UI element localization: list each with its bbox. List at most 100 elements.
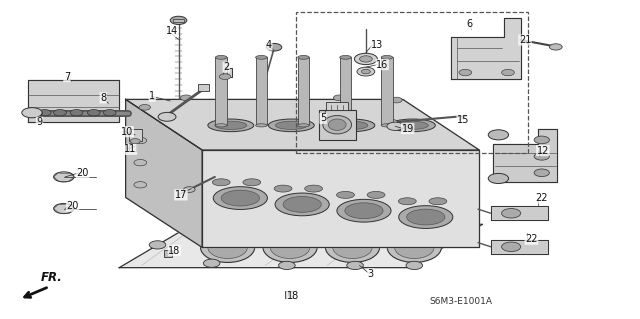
Circle shape — [134, 137, 147, 144]
Ellipse shape — [298, 56, 309, 59]
Ellipse shape — [325, 232, 380, 263]
Ellipse shape — [275, 193, 329, 216]
Ellipse shape — [255, 56, 267, 59]
Ellipse shape — [305, 185, 323, 192]
Circle shape — [452, 234, 468, 242]
Text: FR.: FR. — [41, 271, 63, 285]
Ellipse shape — [329, 119, 375, 132]
Ellipse shape — [275, 121, 307, 130]
Text: 6: 6 — [467, 19, 473, 28]
Text: 22: 22 — [525, 234, 538, 244]
Ellipse shape — [298, 124, 309, 127]
Bar — [285, 291, 292, 298]
Text: 10: 10 — [121, 127, 133, 137]
Bar — [255, 57, 267, 125]
Polygon shape — [491, 206, 548, 220]
Text: S6M3-E1001A: S6M3-E1001A — [429, 297, 493, 306]
Ellipse shape — [243, 179, 260, 186]
Circle shape — [534, 152, 549, 160]
Bar — [216, 57, 227, 125]
Bar — [326, 102, 348, 110]
Bar — [129, 143, 136, 151]
Ellipse shape — [255, 124, 267, 127]
Ellipse shape — [274, 185, 292, 192]
Text: 20: 20 — [77, 168, 89, 178]
Circle shape — [180, 95, 192, 101]
Ellipse shape — [406, 209, 445, 225]
Ellipse shape — [381, 56, 393, 59]
Text: 20: 20 — [67, 201, 79, 211]
Text: 16: 16 — [376, 60, 388, 70]
Circle shape — [38, 109, 51, 116]
Circle shape — [488, 130, 509, 140]
Text: 8: 8 — [100, 93, 106, 103]
Ellipse shape — [268, 119, 314, 132]
Circle shape — [278, 261, 295, 270]
Ellipse shape — [270, 236, 310, 258]
Ellipse shape — [215, 121, 246, 130]
Ellipse shape — [340, 56, 351, 59]
Bar — [319, 110, 356, 140]
Circle shape — [134, 160, 147, 166]
Text: 15: 15 — [457, 115, 469, 125]
Circle shape — [170, 16, 187, 25]
Ellipse shape — [387, 232, 442, 263]
Ellipse shape — [208, 119, 253, 132]
Ellipse shape — [263, 232, 317, 263]
Bar — [298, 57, 309, 125]
Bar — [164, 250, 172, 257]
Bar — [129, 129, 141, 141]
Ellipse shape — [367, 191, 385, 198]
Text: 18: 18 — [287, 291, 299, 301]
Ellipse shape — [337, 191, 355, 198]
Circle shape — [459, 69, 472, 76]
Circle shape — [333, 95, 345, 101]
Circle shape — [387, 122, 403, 130]
Text: 12: 12 — [537, 146, 549, 156]
Circle shape — [385, 119, 397, 126]
Text: 11: 11 — [124, 145, 136, 154]
Ellipse shape — [221, 190, 259, 206]
Circle shape — [158, 112, 176, 121]
Circle shape — [357, 67, 375, 76]
Ellipse shape — [200, 232, 255, 263]
Circle shape — [54, 204, 74, 214]
Text: 2: 2 — [223, 62, 229, 72]
Ellipse shape — [216, 124, 227, 127]
Text: 1: 1 — [149, 91, 156, 101]
Circle shape — [149, 241, 166, 249]
Text: 3: 3 — [368, 269, 374, 279]
Ellipse shape — [398, 198, 416, 205]
Circle shape — [54, 109, 67, 116]
Circle shape — [54, 172, 74, 182]
Ellipse shape — [399, 206, 453, 228]
Ellipse shape — [340, 124, 351, 127]
Text: 4: 4 — [266, 40, 272, 50]
Text: 5: 5 — [320, 113, 326, 123]
Polygon shape — [493, 129, 557, 182]
Polygon shape — [28, 80, 119, 122]
Circle shape — [220, 74, 231, 79]
Ellipse shape — [216, 56, 227, 59]
Circle shape — [130, 139, 140, 144]
Circle shape — [406, 261, 422, 270]
Ellipse shape — [390, 119, 435, 132]
Circle shape — [22, 108, 42, 118]
Text: 19: 19 — [401, 123, 414, 134]
Circle shape — [347, 261, 364, 270]
Ellipse shape — [345, 203, 383, 219]
Ellipse shape — [333, 236, 372, 258]
Circle shape — [502, 209, 521, 218]
Ellipse shape — [212, 179, 230, 186]
Circle shape — [488, 174, 509, 183]
Ellipse shape — [381, 124, 393, 127]
Ellipse shape — [336, 121, 368, 130]
Polygon shape — [491, 240, 548, 254]
Polygon shape — [125, 100, 202, 248]
Bar — [198, 84, 209, 91]
Circle shape — [355, 53, 378, 65]
Text: 13: 13 — [371, 40, 383, 50]
Polygon shape — [451, 18, 521, 79]
Bar — [218, 68, 232, 77]
Bar — [340, 57, 351, 125]
